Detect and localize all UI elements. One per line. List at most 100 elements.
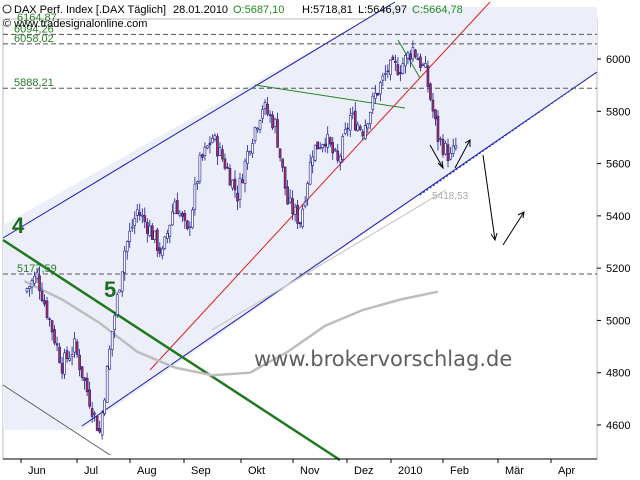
candle-body bbox=[263, 102, 267, 109]
thin-downtrend bbox=[2, 384, 111, 456]
candle-body bbox=[206, 145, 209, 149]
candle-body bbox=[103, 399, 106, 414]
header-close: C:5664,78 bbox=[412, 4, 463, 16]
candle-body bbox=[451, 145, 455, 154]
candle-body bbox=[426, 65, 430, 87]
candle-body bbox=[288, 197, 292, 203]
candle-body bbox=[409, 53, 412, 60]
gray-diagonal bbox=[211, 189, 447, 331]
candle-body bbox=[326, 134, 330, 148]
candle-body bbox=[416, 58, 420, 61]
candle-body bbox=[348, 115, 352, 131]
candle-body bbox=[118, 289, 122, 293]
top-level-label: 6164,87 bbox=[17, 12, 57, 24]
candle-body bbox=[196, 181, 199, 184]
candle-body bbox=[163, 236, 167, 249]
header-instrument: DAX Perf. Index [.DAX Täglich] bbox=[14, 4, 166, 16]
header-open: O:5687,10 bbox=[233, 4, 284, 16]
wave-label-4: 4 bbox=[12, 213, 25, 238]
candle-body bbox=[178, 212, 182, 216]
candle-body bbox=[93, 412, 96, 415]
candle-body bbox=[308, 161, 312, 185]
y-tick-label: 4600 bbox=[606, 420, 630, 432]
candle-body bbox=[211, 138, 214, 143]
candle-body bbox=[256, 128, 259, 131]
candle-body bbox=[401, 63, 405, 74]
candle-body bbox=[40, 290, 44, 302]
candle-body bbox=[454, 145, 458, 149]
candle-body bbox=[316, 141, 319, 150]
candle-body bbox=[371, 95, 375, 110]
candle-body bbox=[125, 241, 129, 252]
candle-body bbox=[436, 115, 440, 142]
candle-body bbox=[268, 114, 272, 116]
candle-body bbox=[221, 149, 224, 160]
candle-body bbox=[38, 275, 41, 292]
channel-upper-line bbox=[2, 1, 396, 239]
projection-arrows bbox=[429, 139, 525, 246]
candle-body bbox=[60, 362, 64, 374]
candle-body bbox=[384, 73, 387, 75]
candle-body bbox=[123, 250, 127, 273]
candle-body bbox=[143, 215, 147, 222]
candle-body bbox=[328, 137, 332, 145]
candle-body bbox=[341, 136, 345, 160]
candle-body bbox=[313, 144, 317, 161]
candle-body bbox=[45, 300, 49, 318]
candle-body bbox=[158, 247, 162, 254]
candle-body bbox=[193, 183, 197, 210]
y-tick-label: 5000 bbox=[606, 315, 630, 327]
chart-header: DAX Perf. Index [.DAX Täglich] 28.01.201… bbox=[2, 4, 463, 30]
candle-body bbox=[88, 389, 91, 407]
candle-body bbox=[83, 377, 86, 381]
candle-body bbox=[411, 47, 415, 60]
candle-body bbox=[444, 143, 447, 155]
candle-body bbox=[30, 280, 34, 288]
candle-body bbox=[191, 209, 194, 229]
candle-body bbox=[25, 288, 29, 292]
candle-body bbox=[213, 135, 217, 140]
candle-body bbox=[351, 112, 355, 115]
candle-body bbox=[236, 192, 239, 202]
header-low: L:5646,97 bbox=[358, 4, 407, 16]
y-axis: 4600 4800 5000 5200 5400 5600 5800 6000 bbox=[597, 54, 630, 432]
candle-body bbox=[85, 377, 89, 393]
fib-level-label: 5418,53 bbox=[432, 191, 469, 202]
chart-status-icon bbox=[2, 4, 12, 14]
x-tick-label: Jun bbox=[28, 465, 46, 477]
candle-body bbox=[216, 136, 219, 157]
candle-body bbox=[301, 208, 304, 227]
candle-body bbox=[90, 408, 94, 417]
candle-body bbox=[441, 139, 445, 155]
candle-body bbox=[429, 83, 432, 100]
candle-body bbox=[358, 126, 362, 130]
candle-body bbox=[283, 166, 287, 189]
candle-body bbox=[243, 160, 247, 184]
candle-body bbox=[258, 120, 262, 130]
candle-body bbox=[80, 366, 84, 378]
candle-body bbox=[374, 92, 377, 99]
candle-body bbox=[171, 211, 174, 226]
moving-average-line bbox=[23, 280, 439, 377]
candle-body bbox=[321, 144, 324, 149]
candle-body bbox=[281, 158, 284, 168]
y-tick-label: 6000 bbox=[606, 54, 630, 66]
candle-body bbox=[406, 52, 410, 59]
candle-body bbox=[148, 225, 152, 237]
candle-body bbox=[253, 127, 257, 141]
candle-body bbox=[291, 198, 294, 215]
candle-body bbox=[431, 99, 435, 112]
candle-body bbox=[33, 275, 36, 284]
watermark: www.brokervorschlag.de bbox=[254, 347, 512, 371]
x-axis: Jun Jul Aug Sep Okt Nov Dez 2010 Feb Mär Apr bbox=[3, 458, 597, 477]
candle-body bbox=[251, 143, 254, 154]
header-copyright: © www.tradesignalonline.com bbox=[3, 18, 147, 30]
candle-body bbox=[135, 209, 139, 216]
candle-body bbox=[105, 366, 109, 403]
candle-body bbox=[120, 271, 124, 292]
x-tick-label: Aug bbox=[137, 465, 157, 477]
candle-body bbox=[208, 142, 212, 146]
candle-body bbox=[241, 179, 244, 184]
candle-body bbox=[434, 109, 437, 120]
